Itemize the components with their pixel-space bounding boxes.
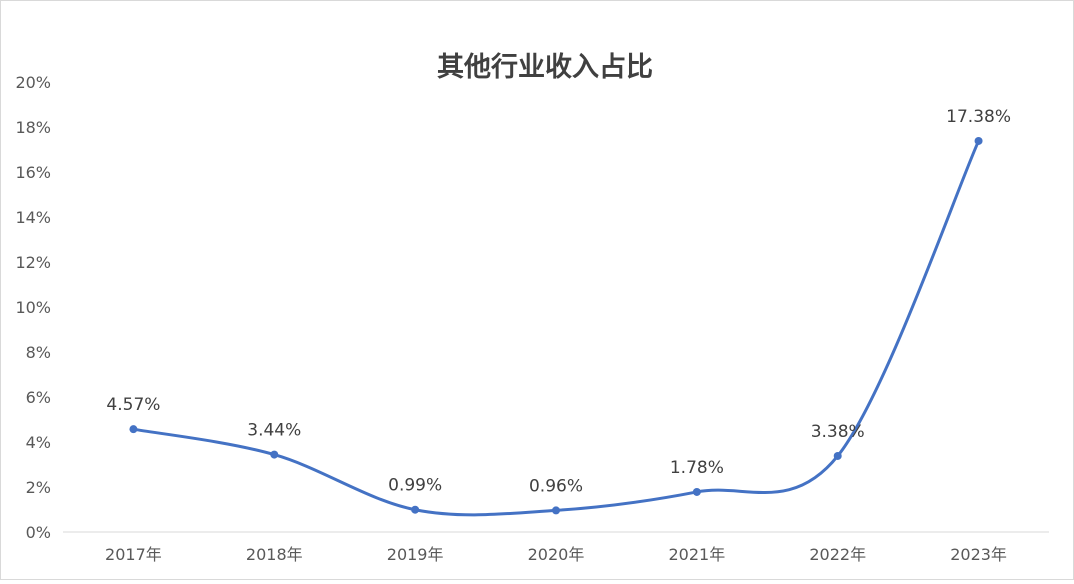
y-tick-label: 0% — [26, 523, 51, 542]
x-tick-label: 2020年 — [528, 545, 585, 564]
x-tick-label: 2018年 — [246, 545, 303, 564]
x-tick-label: 2022年 — [809, 545, 866, 564]
chart-title: 其他行业收入占比 — [437, 51, 653, 83]
y-tick-label: 10% — [15, 298, 51, 317]
data-label: 3.44% — [247, 421, 301, 441]
y-tick-label: 20% — [15, 73, 51, 92]
data-point — [552, 506, 560, 515]
data-point — [411, 505, 420, 514]
data-label: 0.99% — [388, 476, 442, 496]
y-tick-label: 12% — [15, 253, 51, 272]
x-tick-label: 2017年 — [105, 545, 162, 564]
y-tick-label: 16% — [15, 163, 51, 182]
data-markers — [129, 136, 983, 515]
data-label: 17.38% — [946, 107, 1011, 127]
data-point — [129, 425, 138, 434]
y-tick-label: 8% — [26, 343, 51, 362]
x-tick-label: 2021年 — [668, 545, 725, 564]
data-point — [692, 487, 701, 496]
data-labels: 4.57% 3.44% 0.99% 0.96% 1.78% 3.38% 17.38% — [106, 107, 1011, 496]
x-tick-label: 2019年 — [387, 545, 444, 564]
y-tick-label: 2% — [26, 478, 51, 497]
y-tick-label: 6% — [26, 388, 51, 407]
data-point — [974, 136, 983, 145]
data-label: 0.96% — [529, 476, 583, 496]
y-tick-label: 14% — [15, 208, 51, 227]
data-label: 1.78% — [670, 458, 724, 478]
series-line — [133, 140, 980, 517]
data-label: 4.57% — [106, 395, 160, 415]
x-axis-ticks: 2017年 2018年 2019年 2020年 2021年 2022年 2023年 — [105, 545, 1007, 564]
data-label: 3.38% — [811, 422, 865, 442]
y-tick-label: 4% — [26, 433, 51, 452]
x-tick-label: 2023年 — [950, 545, 1007, 564]
y-tick-label: 18% — [15, 118, 51, 137]
data-point — [270, 450, 279, 459]
y-axis-ticks: 0% 2% 4% 6% 8% 10% 12% 14% 16% 18% 20% — [15, 73, 51, 542]
data-point — [833, 451, 842, 460]
